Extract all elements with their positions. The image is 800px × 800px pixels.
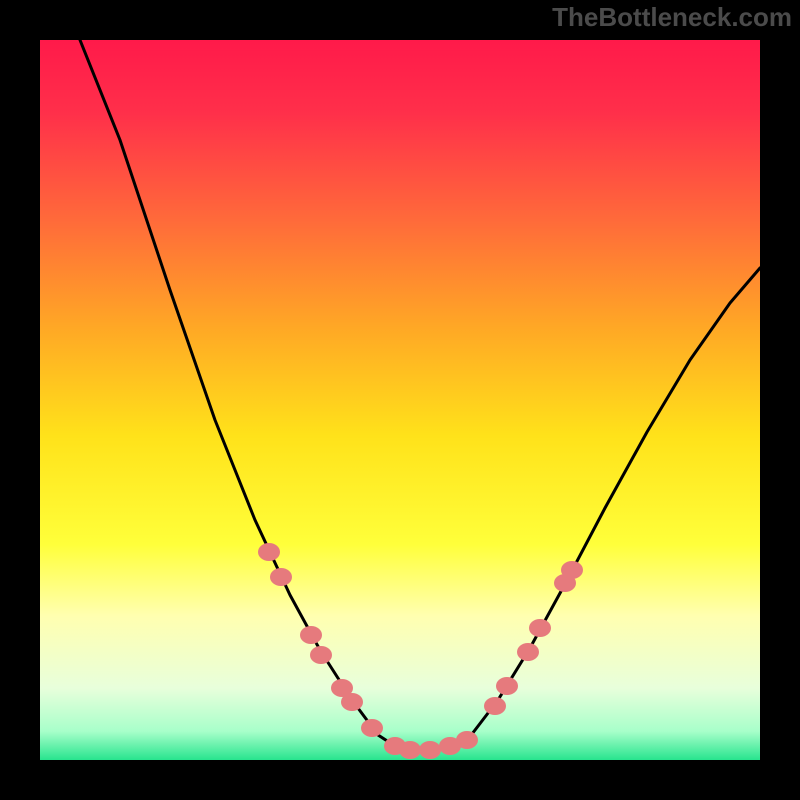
curve-marker bbox=[529, 619, 551, 637]
plot-background bbox=[40, 40, 760, 760]
curve-marker bbox=[419, 741, 441, 759]
frame-left bbox=[0, 0, 40, 800]
curve-marker bbox=[399, 741, 421, 759]
curve-marker bbox=[484, 697, 506, 715]
curve-marker bbox=[496, 677, 518, 695]
curve-marker bbox=[300, 626, 322, 644]
curve-marker bbox=[456, 731, 478, 749]
curve-marker bbox=[341, 693, 363, 711]
curve-marker bbox=[561, 561, 583, 579]
curve-marker bbox=[270, 568, 292, 586]
watermark-text: TheBottleneck.com bbox=[552, 2, 792, 33]
curve-marker bbox=[517, 643, 539, 661]
curve-marker bbox=[310, 646, 332, 664]
chart-canvas bbox=[0, 0, 800, 800]
frame-bottom bbox=[0, 760, 800, 800]
frame-right bbox=[760, 0, 800, 800]
curve-marker bbox=[258, 543, 280, 561]
curve-marker bbox=[361, 719, 383, 737]
